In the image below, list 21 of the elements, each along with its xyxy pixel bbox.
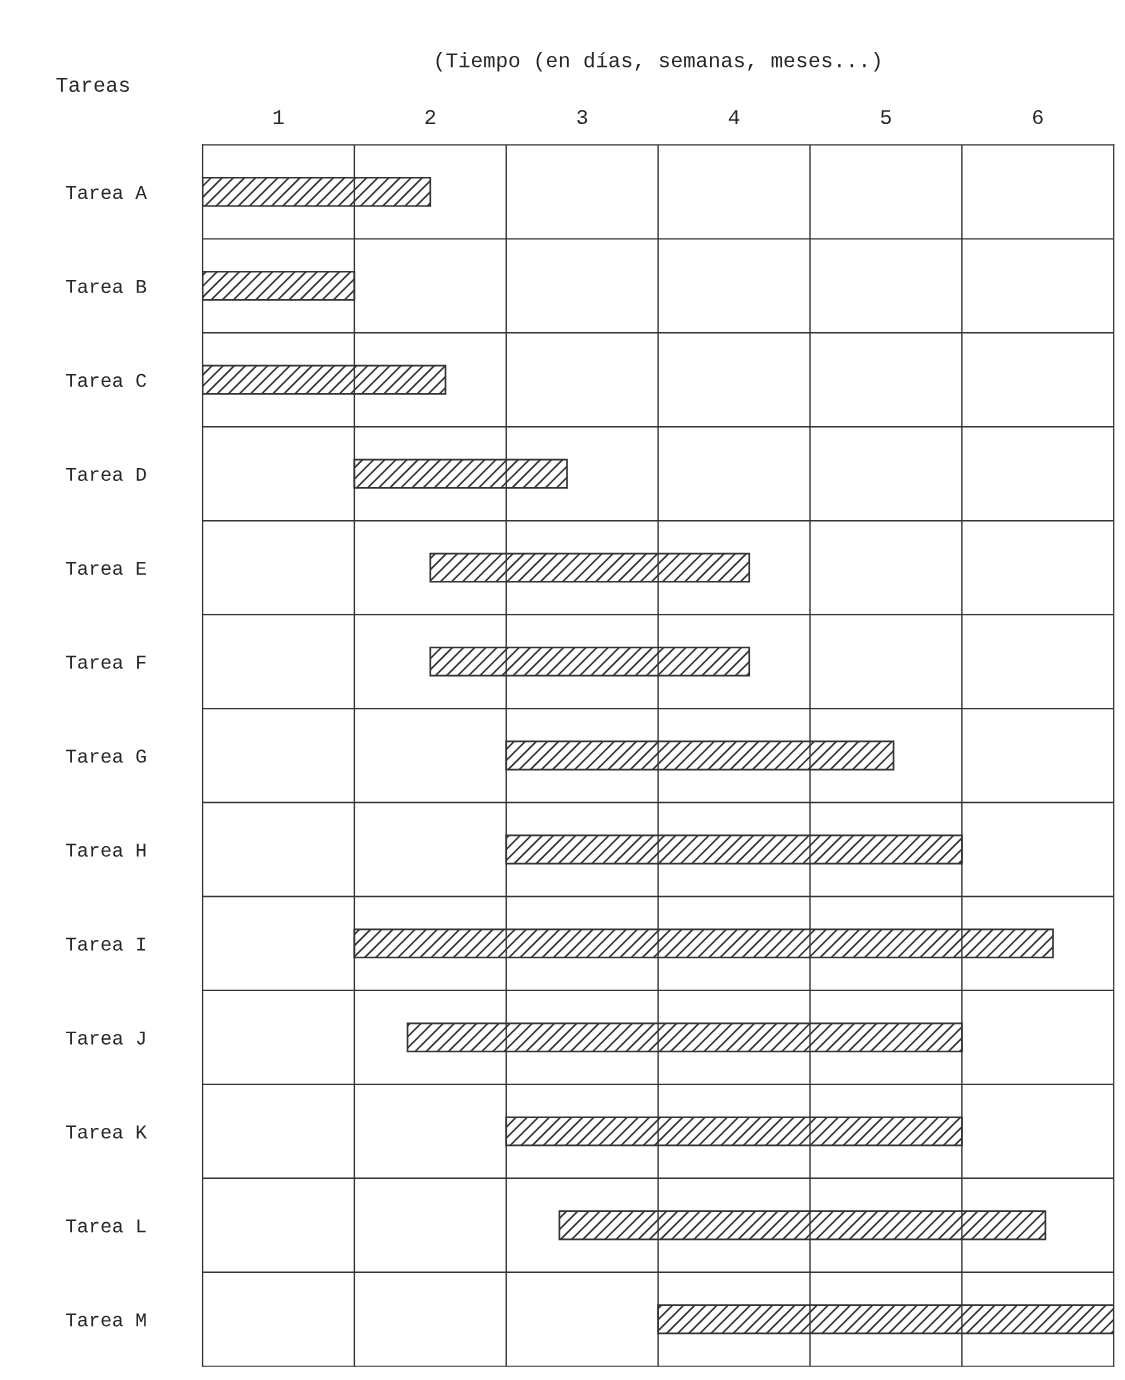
y-tick-label: Tarea G bbox=[65, 749, 146, 763]
y-axis-title: Tareas bbox=[56, 78, 129, 92]
y-tick-label: Tarea J bbox=[65, 1031, 145, 1045]
y-tick-label: Tarea F bbox=[65, 655, 146, 669]
x-axis-title: (Tiempo (en días, semanas, meses...) bbox=[436, 52, 880, 72]
y-tick-label: Tarea K bbox=[65, 1125, 147, 1139]
x-tick-label: 3 bbox=[577, 109, 588, 125]
y-tick-label: Tarea I bbox=[65, 937, 145, 951]
y-tick-label: Tarea L bbox=[65, 1219, 146, 1233]
x-tick-label: 5 bbox=[880, 110, 891, 125]
y-tick-label: Tarea C bbox=[65, 373, 147, 387]
x-tick-label: 2 bbox=[425, 109, 436, 124]
y-tick-label: Tarea H bbox=[65, 843, 146, 857]
x-tick-label: 4 bbox=[728, 110, 740, 124]
y-tick-label: Tarea E bbox=[65, 561, 146, 575]
y-tick-label: Tarea D bbox=[65, 467, 146, 481]
y-tick-label: Tarea A bbox=[65, 186, 147, 200]
x-tick-label: 1 bbox=[273, 110, 284, 124]
x-tick-label: 6 bbox=[1033, 109, 1043, 125]
y-tick-label: Tarea M bbox=[65, 1313, 146, 1327]
y-tick-label: Tarea B bbox=[65, 280, 147, 294]
